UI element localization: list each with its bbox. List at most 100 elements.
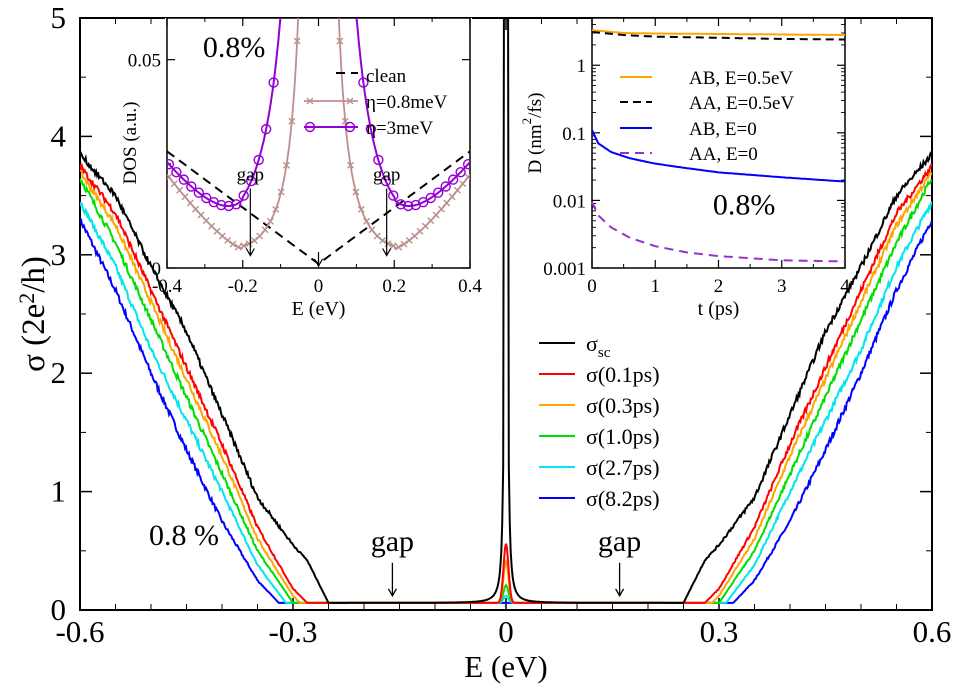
inset-dos-eta08-marker [395, 243, 403, 251]
main-x-tick-label: 0 [498, 614, 514, 649]
inset-diff-legend-label: AB, E=0.5eV [689, 68, 793, 89]
main-x-tick-label: -0.6 [55, 614, 104, 649]
inset-dos-eta08-marker [197, 211, 205, 219]
main-series-line [80, 162, 932, 604]
inset-dos-eta08-marker [336, 37, 344, 45]
main-legend-label: σ(8.2ps) [586, 486, 660, 511]
inset-dos-x-axis-label: E (eV) [292, 298, 346, 320]
inset-dos-eta3-marker [425, 192, 436, 204]
main-x-tick-label: 0.6 [913, 614, 952, 649]
main-gap-arrowhead [387, 588, 397, 598]
inset-dos-eta08-marker [282, 161, 290, 169]
inset-diff-legend-label: AB, E=0 [689, 119, 757, 140]
main-curves [80, 18, 932, 604]
main-annotation-gap: gap [598, 525, 641, 558]
inset-dos-legend-label: clean [366, 66, 407, 87]
inset-dos-eta08-marker [288, 117, 296, 125]
main-y-tick-label: 1 [51, 474, 67, 509]
main-series-line [80, 169, 932, 604]
inset-dos-x-tick-label: 0.2 [382, 276, 406, 297]
inset-diff-y-tick-label: 0.1 [562, 124, 586, 145]
inset-dos-y-tick-label: 0 [152, 259, 162, 280]
main-series-line [80, 178, 932, 604]
inset-dos-legend-marker [304, 121, 316, 133]
inset-dos-eta08-marker [266, 217, 274, 225]
inset-dos-eta3-marker [268, 77, 279, 88]
inset-dos-background [165, 18, 472, 269]
inset-dos-eta3-marker [171, 166, 182, 178]
inset-dos-annotation-percent: 0.8% [203, 31, 266, 64]
inset-dos-eta3-marker [231, 199, 242, 210]
inset-dos-eta3-marker [462, 159, 470, 170]
inset-dos-eta3-marker [395, 199, 406, 210]
inset-dos-eta08-marker [421, 222, 429, 230]
inset-dos-eta3-marker [358, 77, 369, 88]
main-legend-label: σ(0.3ps) [586, 393, 660, 418]
inset-diff-series-line [591, 31, 845, 41]
inset-diff-series-line [591, 129, 846, 183]
inset-dos-eta08-marker [405, 236, 413, 244]
inset-dos-eta08-marker [416, 227, 424, 235]
inset-diff-y-tick-label: 0.001 [543, 259, 586, 280]
inset-diff-x-axis-label: t (ps) [698, 298, 740, 320]
main-legend-label: σ(0.1ps) [586, 362, 660, 387]
inset-dos-eta3-marker [403, 200, 414, 212]
inset-diff-y-tick-label: 1 [577, 56, 587, 77]
main-annotation-percent: 0.8 % [149, 519, 219, 552]
inset-dos-eta08-marker [234, 243, 242, 251]
inset-dos-eta3-marker [447, 174, 459, 185]
inset-dos-legend-marker [344, 121, 356, 133]
inset-dos-eta3-marker [245, 175, 257, 187]
main-y-axis-label: σ (2e2/h) [14, 256, 52, 372]
inset-dos-x-tick-label: 0 [314, 276, 324, 297]
inset-dos-plot: -0.4 -0.2 0 0.2 0.4 0 0.05 E (eV) DOS (a.u.) 0.8%… [120, 17, 482, 320]
inset-dos-eta3-marker [253, 154, 264, 166]
inset-diff-annotation-percent: 0.8% [713, 189, 776, 222]
inset-dos-eta08-marker [186, 199, 194, 207]
inset-dos-legend-label: η=3meV [366, 118, 433, 139]
inset-dos-annotation-gap: gap [373, 165, 400, 186]
inset-dos-eta08-marker [170, 180, 178, 188]
inset-dos-eta08-marker [464, 173, 470, 181]
main-legend-label: σsc [586, 331, 611, 361]
inset-dos-eta08-marker [229, 240, 237, 248]
inset-dos-eta08-marker [384, 240, 392, 248]
inset-dos-gap-arrowhead [382, 248, 392, 257]
inset-dos-eta08-marker [240, 242, 248, 250]
inset-dos-eta08-marker [459, 180, 467, 188]
inset-dos-eta08-marker [181, 193, 189, 201]
inset-dos-eta08-marker [432, 211, 440, 219]
inset-dos-eta08-marker [261, 226, 269, 234]
main-y-tick-label: 4 [51, 118, 67, 153]
inset-dos-eta08-marker [202, 217, 210, 225]
inset-dos-eta08-marker [256, 232, 264, 240]
inset-dos-eta3-marker [223, 200, 234, 212]
main-y-tick-label: 0 [51, 592, 67, 627]
inset-diff-legend-label: AA, E=0.5eV [689, 93, 794, 114]
inset-dos-x-tick-label: -0.2 [228, 276, 258, 297]
inset-dos-eta3-marker [388, 190, 399, 201]
inset-dos-eta08-marker [277, 188, 285, 196]
inset-dos-eta08-marker [448, 193, 456, 201]
inset-dos-eta08-marker [357, 205, 365, 213]
main-y-tick-label: 5 [51, 0, 67, 35]
inset-dos-eta3-marker [432, 187, 444, 198]
inset-diffusion-plot: 0 1 2 3 4 0.001 0.01 0.1 1 t (ps) D (nm2/fs) 0.8% AB… [519, 17, 850, 320]
inset-dos-eta08-marker [192, 205, 200, 213]
main-annotation-gap: gap [371, 525, 414, 558]
main-legend-label: σ(1.0ps) [586, 424, 660, 449]
main-legend-label: σ(2.7ps) [586, 455, 660, 480]
inset-diff-x-tick-label: 0 [587, 276, 597, 297]
inset-dos-annotation-gap: gap [237, 165, 264, 186]
main-y-tick-label: 3 [51, 237, 67, 272]
inset-dos-gap-arrowhead [245, 248, 255, 257]
inset-dos-x-tick-label: 0.4 [458, 276, 482, 297]
inset-dos-eta08-marker [368, 226, 376, 234]
inset-dos-eta08-marker [176, 186, 184, 194]
inset-dos-eta3-marker [186, 181, 197, 192]
inset-diff-legend-label: AA, E=0 [689, 144, 758, 165]
inset-dos-eta3-marker [238, 190, 249, 201]
main-series-line [80, 218, 932, 604]
inset-dos-eta3-marker [193, 187, 205, 198]
